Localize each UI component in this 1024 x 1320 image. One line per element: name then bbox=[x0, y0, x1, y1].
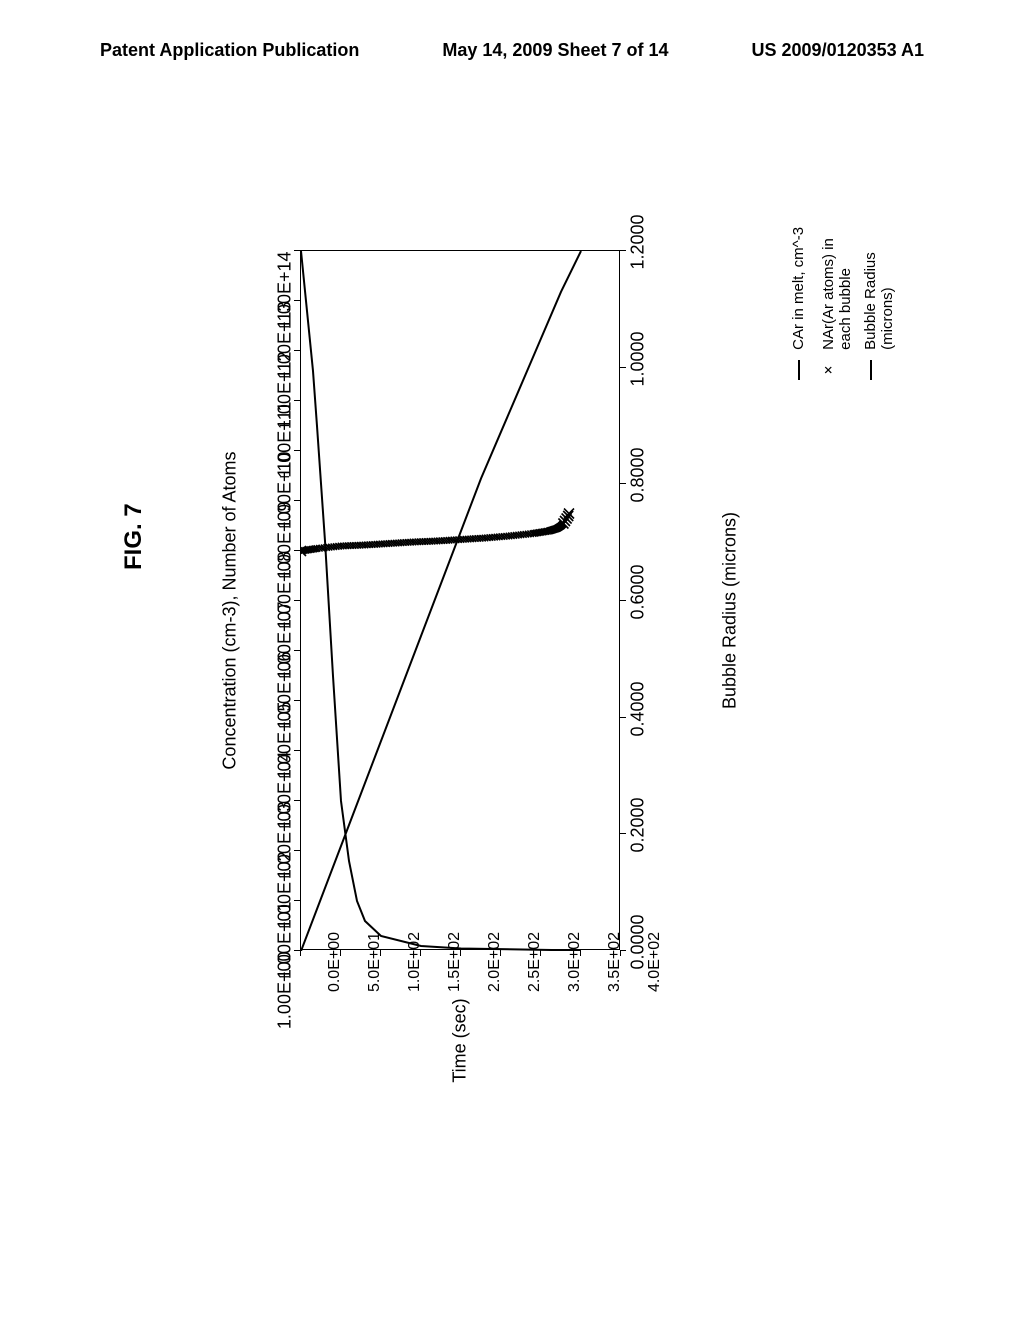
y-right-tick-label: 0.6000 bbox=[628, 564, 649, 619]
legend-item-nar: × NAr(Ar atoms) ineach bubble bbox=[820, 238, 855, 380]
chart-container: 1.00E+001.00E+011.00E+021.00E+031.00E+04… bbox=[120, 160, 740, 1080]
y-right-axis-label: Bubble Radius (microns) bbox=[720, 461, 741, 761]
header-left: Patent Application Publication bbox=[100, 40, 359, 61]
x-tick-mark bbox=[420, 950, 421, 956]
page-header: Patent Application Publication May 14, 2… bbox=[0, 40, 1024, 61]
y-right-tick-mark bbox=[620, 717, 626, 718]
x-tick-label: 2.0E+02 bbox=[486, 932, 504, 992]
header-center: May 14, 2009 Sheet 7 of 14 bbox=[442, 40, 668, 61]
x-tick-mark bbox=[580, 950, 581, 956]
line-marker-icon bbox=[798, 360, 800, 380]
y-right-tick-mark bbox=[620, 250, 626, 251]
y-right-tick-mark bbox=[620, 600, 626, 601]
series-car-line bbox=[301, 251, 581, 951]
y-right-tick-mark bbox=[620, 833, 626, 834]
x-axis-label: Time (sec) bbox=[450, 981, 471, 1101]
plot-area bbox=[300, 250, 620, 950]
chart-svg bbox=[301, 251, 621, 951]
line-marker-icon bbox=[870, 360, 872, 380]
y-right-tick-label: 0.2000 bbox=[628, 798, 649, 853]
y-right-tick-mark bbox=[620, 483, 626, 484]
x-tick-label: 0.0E+00 bbox=[326, 932, 344, 992]
x-tick-mark bbox=[460, 950, 461, 956]
series-radius-line bbox=[301, 251, 581, 951]
x-tick-label: 2.5E+02 bbox=[526, 932, 544, 992]
y-right-tick-mark bbox=[620, 367, 626, 368]
y-right-tick-label: 0.8000 bbox=[628, 448, 649, 503]
legend-label-radius: Bubble Radius(microns) bbox=[862, 252, 897, 350]
x-tick-label: 5.0E+01 bbox=[366, 932, 384, 992]
legend-item-car: CAr in melt, cm^-3 bbox=[790, 227, 807, 380]
legend-label-car: CAr in melt, cm^-3 bbox=[790, 227, 807, 350]
x-tick-mark bbox=[340, 950, 341, 956]
header-right: US 2009/0120353 A1 bbox=[752, 40, 924, 61]
x-tick-mark bbox=[380, 950, 381, 956]
y-left-axis-label: Concentration (cm-3), Number of Atoms bbox=[220, 411, 241, 811]
y-left-axis-ticks: 1.00E+001.00E+011.00E+021.00E+031.00E+04… bbox=[120, 250, 295, 950]
x-tick-label: 3.0E+02 bbox=[566, 932, 584, 992]
x-tick-mark bbox=[500, 950, 501, 956]
x-tick-label: 1.0E+02 bbox=[406, 932, 424, 992]
y-right-tick-label: 0.4000 bbox=[628, 681, 649, 736]
y-left-tick-mark bbox=[294, 250, 300, 251]
x-marker-icon: × bbox=[820, 360, 837, 380]
x-tick-mark bbox=[300, 950, 301, 956]
x-tick-mark bbox=[620, 950, 621, 956]
series-nar-markers bbox=[301, 509, 574, 557]
legend-label-nar: NAr(Ar atoms) ineach bubble bbox=[820, 238, 855, 350]
y-right-tick-label: 1.0000 bbox=[628, 331, 649, 386]
x-tick-label: 4.0E+02 bbox=[646, 932, 664, 992]
x-tick-label: 3.5E+02 bbox=[606, 932, 624, 992]
y-right-tick-label: 1.2000 bbox=[628, 214, 649, 269]
legend-item-radius: Bubble Radius(microns) bbox=[862, 252, 897, 380]
x-tick-mark bbox=[540, 950, 541, 956]
y-left-tick-label: 1.00E+14 bbox=[275, 252, 296, 417]
